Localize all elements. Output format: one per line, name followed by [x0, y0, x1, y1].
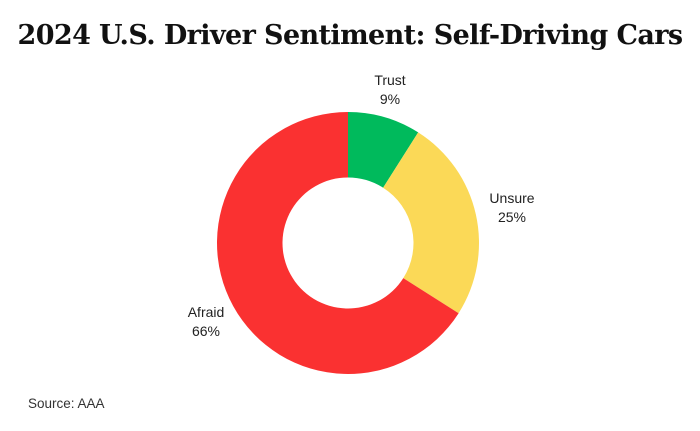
donut-slice-afraid — [217, 112, 459, 374]
slice-label-trust-category: Trust — [374, 72, 406, 88]
chart-title: 2024 U.S. Driver Sentiment: Self-Driving… — [17, 20, 684, 51]
donut-slice-unsure — [383, 132, 480, 314]
slice-label-afraid: Afraid 66% — [188, 303, 225, 341]
source-note: Source: AAA — [28, 396, 105, 411]
slice-label-unsure-category: Unsure — [489, 190, 535, 206]
slice-label-trust: Trust 9% — [374, 71, 405, 109]
slice-label-trust-value: 9% — [379, 91, 401, 107]
slice-label-afraid-category: Afraid — [187, 304, 225, 320]
slice-label-unsure: Unsure 25% — [489, 189, 534, 227]
donut-slice-trust — [348, 112, 419, 188]
slice-label-unsure-value: 25% — [497, 209, 527, 225]
slice-label-afraid-value: 66% — [191, 323, 221, 339]
